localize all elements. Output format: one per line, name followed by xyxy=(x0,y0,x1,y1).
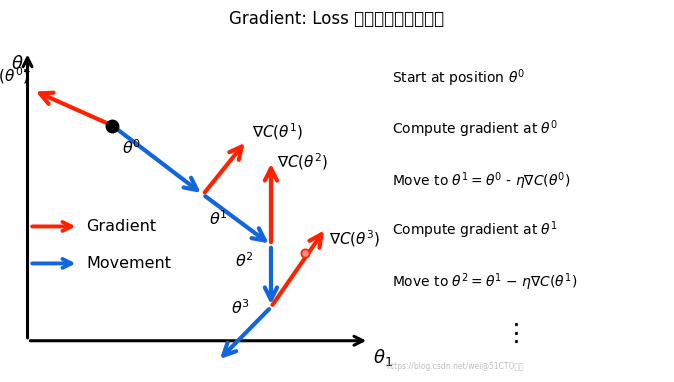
Text: Compute gradient at $\theta^0$: Compute gradient at $\theta^0$ xyxy=(392,118,558,140)
Text: $\theta^3$: $\theta^3$ xyxy=(231,298,250,317)
Text: Compute gradient at $\theta^1$: Compute gradient at $\theta^1$ xyxy=(392,219,558,241)
Text: $\nabla C(\theta^3)$: $\nabla C(\theta^3)$ xyxy=(330,229,381,249)
Text: $\theta^0$: $\theta^0$ xyxy=(122,139,141,157)
Text: Start at position $\theta^0$: Start at position $\theta^0$ xyxy=(392,68,526,89)
Text: $\nabla C(\theta^1)$: $\nabla C(\theta^1)$ xyxy=(252,121,303,142)
Text: $\nabla C(\theta^2)$: $\nabla C(\theta^2)$ xyxy=(276,151,328,172)
Text: Move to $\theta^2 = \theta^1$ $-$ $\eta\nabla C(\theta^1)$: Move to $\theta^2 = \theta^1$ $-$ $\eta\… xyxy=(392,271,578,293)
Text: https://blog.csdn.net/wei@51CTO博客: https://blog.csdn.net/wei@51CTO博客 xyxy=(387,362,524,371)
Text: Move to $\theta^1 = \theta^0$ - $\eta\nabla C(\theta^0)$: Move to $\theta^1 = \theta^0$ - $\eta\na… xyxy=(392,170,571,192)
Text: $\theta_2$: $\theta_2$ xyxy=(11,53,30,74)
Text: $\theta_1$: $\theta_1$ xyxy=(373,348,393,369)
Text: $\vdots$: $\vdots$ xyxy=(503,322,519,346)
Text: $\nabla C(\theta^0)$: $\nabla C(\theta^0)$ xyxy=(0,66,30,86)
Text: Movement: Movement xyxy=(86,256,171,271)
Text: $\theta^1$: $\theta^1$ xyxy=(209,209,228,228)
Text: Gradient: Loss 的等高線的法線方向: Gradient: Loss 的等高線的法線方向 xyxy=(229,10,445,28)
Text: Gradient: Gradient xyxy=(86,219,156,234)
Text: $\theta^2$: $\theta^2$ xyxy=(235,251,254,270)
